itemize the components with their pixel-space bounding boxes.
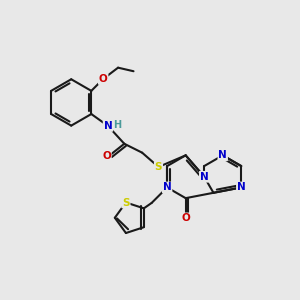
Text: O: O <box>99 74 108 84</box>
Text: N: N <box>237 182 246 193</box>
Text: N: N <box>103 121 112 131</box>
Text: N: N <box>200 172 208 182</box>
Text: O: O <box>102 151 111 160</box>
Text: H: H <box>113 120 121 130</box>
Text: N: N <box>218 150 227 161</box>
Text: O: O <box>182 213 190 224</box>
Text: S: S <box>122 197 130 208</box>
Text: S: S <box>155 162 162 172</box>
Text: N: N <box>163 182 172 193</box>
